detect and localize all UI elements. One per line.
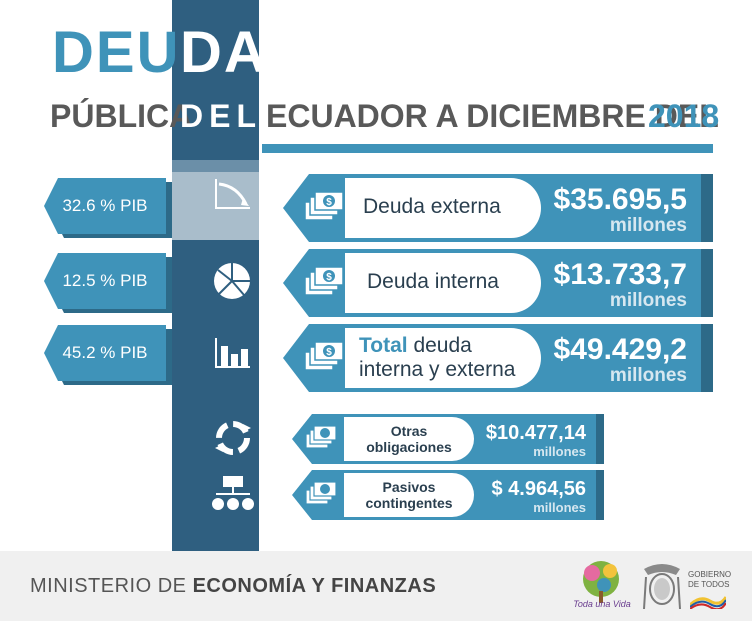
row-unit: millones — [609, 290, 687, 311]
money-bills-icon: $ — [304, 191, 344, 221]
flag-ribbon-icon — [690, 596, 726, 609]
row-total-deuda: $ Total deuda interna y externa $49.429,… — [283, 324, 713, 392]
ministry-plain: MINISTERIO DE — [30, 575, 193, 597]
row-value: $35.695,5 — [553, 183, 687, 216]
pib-tag-externa: 32.6 % PIB — [44, 178, 166, 234]
title-publica: PÚBLICA — [50, 98, 193, 134]
row-otras-obligaciones: Otras obligaciones $10.477,14 millones — [292, 414, 604, 464]
title-underline — [262, 144, 713, 153]
title-band — [172, 0, 259, 160]
row-label: Pasivos contingentes — [352, 479, 466, 511]
band-segment — [172, 240, 259, 564]
money-bills-icon — [305, 425, 337, 449]
row-edge — [596, 414, 604, 464]
toda-una-vida-text: Toda una Vida — [573, 599, 631, 609]
row-deuda-externa: $ Deuda externa $35.695,5 millones — [283, 174, 713, 242]
row-label: Deuda interna — [367, 270, 499, 293]
title-del: DEL — [180, 98, 262, 134]
row-label-pill — [344, 417, 474, 461]
bar-chart-icon — [215, 338, 250, 368]
row-label-pill — [344, 473, 474, 517]
row-value: $ 4.964,56 — [491, 478, 586, 500]
row-edge — [701, 174, 713, 242]
row-label-line2: contingentes — [365, 495, 453, 511]
row-edge — [701, 249, 713, 317]
pib-tag-interna: 12.5 % PIB — [44, 253, 166, 309]
svg-text:$: $ — [326, 347, 332, 358]
row-unit: millones — [533, 500, 586, 515]
row-label-line1: Pasivos — [382, 479, 436, 495]
row-value: $10.477,14 — [485, 422, 586, 444]
row-value: $13.733,7 — [553, 258, 687, 291]
gobierno-line1: GOBIERNO — [688, 570, 732, 579]
title-year: 2018 — [648, 98, 720, 134]
title-deu: DEU — [52, 20, 181, 85]
row-label-highlight: Total — [359, 334, 408, 357]
money-bills-icon — [305, 481, 337, 505]
row-label: Otras obligaciones — [352, 423, 466, 455]
row-label-line2: interna y externa — [359, 358, 516, 381]
row-label-line2: obligaciones — [366, 439, 452, 455]
row-unit: millones — [609, 215, 687, 236]
row-label-pill — [345, 178, 541, 238]
row-deuda-interna: $ Deuda interna $13.733,7 millones — [283, 249, 713, 317]
row-edge — [701, 324, 713, 392]
pib-tag-total: 45.2 % PIB — [44, 325, 166, 381]
row-value: $49.429,2 — [553, 333, 687, 366]
gobierno-line2: DE TODOS — [688, 580, 730, 589]
row-label-rest: deuda — [407, 334, 472, 357]
row-label-line1: Otras — [390, 423, 428, 439]
money-bills-icon: $ — [304, 266, 344, 296]
row-label: Total deuda — [359, 334, 472, 358]
line-chart-icon — [215, 179, 250, 209]
row-edge — [596, 470, 604, 520]
ministry-bold: ECONOMÍA Y FINANZAS — [192, 575, 437, 597]
recycle-arrows-icon — [215, 421, 251, 455]
title-da: DA — [180, 20, 268, 85]
row-unit: millones — [609, 365, 687, 386]
svg-text:$: $ — [326, 197, 332, 208]
row-pasivos-contingentes: Pasivos contingentes $ 4.964,56 millones — [292, 470, 604, 520]
tree-logo-icon — [583, 561, 619, 603]
org-chart-icon — [212, 476, 254, 510]
ministry-name: MINISTERIO DE ECONOMÍA Y FINANZAS — [30, 575, 436, 598]
band-segment — [172, 160, 259, 172]
money-bills-icon: $ — [304, 341, 344, 371]
gobierno-text: GOBIERNO DE TODOS — [688, 570, 731, 590]
row-unit: millones — [533, 444, 586, 459]
row-label: Deuda externa — [363, 195, 501, 218]
footer: MINISTERIO DE ECONOMÍA Y FINANZAS Toda u… — [0, 551, 752, 621]
svg-text:$: $ — [326, 272, 332, 283]
title-ecuador: ECUADOR A DICIEMBRE DEL — [266, 98, 719, 134]
row-label-pill — [345, 253, 541, 313]
pie-chart-icon — [214, 263, 250, 299]
coat-of-arms-icon — [643, 564, 681, 610]
row-label-pill — [345, 328, 541, 388]
